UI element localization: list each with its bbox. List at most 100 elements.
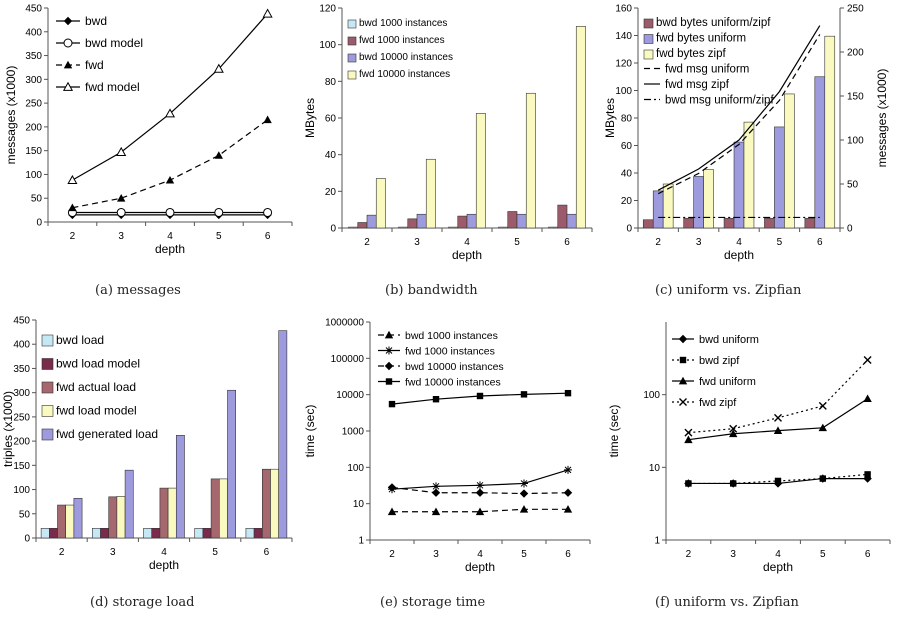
y2-tick-label: 150 xyxy=(847,92,864,103)
bar-fwd-actual-load xyxy=(210,478,220,539)
chart-panel-d: 0 50 100 150 200 250 300 350 400 450 2 3 4 5 6 depth tri… xyxy=(0,312,300,620)
point-fwd-zipf xyxy=(863,356,872,364)
x-axis-label: depth xyxy=(763,560,793,574)
point-bwd-zipf xyxy=(685,480,692,487)
x-axis-label: depth xyxy=(452,248,482,262)
legend-swatch-fwd-generated-load xyxy=(41,428,54,441)
bar-bwd-bytes-uniform-zipf xyxy=(723,218,735,229)
bar-fwd-bytes-uniform xyxy=(693,176,704,229)
bar-bwd-10000-instances xyxy=(516,213,527,229)
chart-storage-load: 0 50 100 150 200 250 300 350 400 450 2 3 4 5 6 depth tri… xyxy=(1,316,293,572)
point-bwd-model xyxy=(116,207,126,217)
point-fwd-uniform xyxy=(818,423,827,432)
x-tick-label: 6 xyxy=(817,237,823,248)
bar-fwd-load-model xyxy=(270,468,279,539)
legend-label-bwd-10000-instances: bwd 10000 instances xyxy=(359,52,453,63)
legend-label-fwd-10000-instances: fwd 10000 instances xyxy=(359,69,450,80)
bar-fwd-1000-instances xyxy=(457,215,468,229)
y-tick-label: 200 xyxy=(25,122,42,133)
bar-fwd-1000-instances xyxy=(407,218,418,229)
legend-marker-fwd-10000-instances xyxy=(385,378,393,385)
legend-label-fwd-msg-zipf: fwd msg zipf xyxy=(665,79,730,91)
point-bwd-model xyxy=(214,207,224,217)
y-tick-label: 100 xyxy=(13,485,30,496)
chart-panel-f: 1 10 100 2 3 4 5 6 depth time (sec) bwd uniform bwd… xyxy=(600,312,898,620)
point-fwd xyxy=(117,194,126,202)
bar-bwd-bytes-uniform-zipf xyxy=(764,218,775,229)
y-tick-label: 10 xyxy=(649,463,661,474)
legend-label-fwd-uniform: fwd uniform xyxy=(699,376,756,388)
y-tick-label: 250 xyxy=(25,99,42,110)
point-fwd-10000-instances xyxy=(432,396,440,403)
legend-marker-fwd-1000-instances xyxy=(385,346,393,355)
bar-bwd-bytes-uniform-zipf xyxy=(683,218,694,229)
y-tick-label: 100 xyxy=(615,86,632,97)
legend-swatch-fwd-actual-load xyxy=(41,381,54,394)
point-bwd-zipf xyxy=(864,471,871,478)
point-bwd-1000-instances xyxy=(563,505,573,513)
y-tick-label: 200 xyxy=(13,437,30,448)
point-bwd-1000-instances xyxy=(387,507,397,516)
legend-swatch-fwd-bytes-uniform xyxy=(643,34,654,44)
bar-bwd-load-model xyxy=(202,528,212,539)
bar-fwd-actual-load xyxy=(262,468,271,539)
legend-marker-bwd-1000-instances xyxy=(384,330,394,339)
point-fwd xyxy=(165,175,175,184)
y-axis-label: triples (x1000) xyxy=(1,391,15,467)
y2-tick-label: 250 xyxy=(847,4,864,15)
x-tick-label: 5 xyxy=(521,549,527,560)
y-axis-label: time (sec) xyxy=(607,405,621,458)
x-tick-label: 5 xyxy=(820,549,826,560)
bar-fwd-generated-load xyxy=(227,389,236,539)
point-bwd-10000-instances xyxy=(475,488,485,497)
bar-bwd-1000-instances xyxy=(448,226,459,229)
legend-label-bwd-bytes-uniform-zipf: bwd bytes uniform/zipf xyxy=(656,17,771,29)
bar-fwd-10000-instances xyxy=(375,178,386,229)
legend-swatch-bwd-1000-instances xyxy=(347,19,357,29)
y-tick-label: 350 xyxy=(13,364,30,375)
x-tick-label: 6 xyxy=(265,231,271,242)
legend-label-fwd-1000-instances: fwd 1000 instances xyxy=(359,35,445,46)
legend-label-bwd-10000-instances: bwd 10000 instances xyxy=(405,361,504,373)
y-tick-label: 40 xyxy=(621,169,633,180)
legend-label-fwd-bytes-zipf: fwd bytes zipf xyxy=(656,48,726,60)
point-fwd xyxy=(68,203,77,212)
legend-swatch-fwd-load-model xyxy=(41,405,54,417)
legend-label-fwd-actual-load: fwd actual load xyxy=(56,380,136,394)
legend-swatch-bwd-bytes-uniform-zipf xyxy=(643,18,654,29)
bar-bwd-load xyxy=(194,528,204,539)
legend-label-bwd-msg-uniform-zipf: bwd msg uniform/zipf xyxy=(665,95,774,107)
legend-marker-fwd-uniform xyxy=(678,376,688,385)
series-line-fwd-msg-zipf xyxy=(657,25,821,191)
y-tick-label: 450 xyxy=(25,4,42,15)
legend-marker-fwd xyxy=(63,60,73,69)
bar-bwd-1000-instances xyxy=(398,226,409,229)
legend-label-bwd: bwd xyxy=(85,14,107,28)
y-tick-label: 100 xyxy=(25,170,42,181)
bar-bwd-load xyxy=(92,528,101,539)
bar-fwd-generated-load xyxy=(124,469,134,539)
legend-marker-fwd-zipf xyxy=(679,398,687,406)
y2-tick-label: 50 xyxy=(847,180,859,191)
bar-bwd-1000-instances xyxy=(348,226,359,229)
chart-storage-time: 1 10 100 1000 10000 100000 1000000 2 3 4 5 6 depth ti… xyxy=(303,318,591,574)
bar-bwd-load-model xyxy=(151,528,161,539)
chart-uniform-vs-zipfian-bytes: 0 20 40 60 80 100 120 140 160 2 3 4 5 6 depth MBytes 0 50… xyxy=(603,4,889,263)
bar-fwd-bytes-uniform xyxy=(733,141,745,229)
bar-fwd-generated-load xyxy=(73,497,83,539)
legend-label-bwd-uniform: bwd uniform xyxy=(699,334,759,346)
bar-bwd-load-model xyxy=(100,528,110,539)
bar-fwd-1000-instances xyxy=(507,211,518,229)
legend-label-fwd-load-model: fwd load model xyxy=(56,404,137,418)
x-axis-label: depth xyxy=(149,558,179,572)
legend-swatch-fwd-1000-instances xyxy=(347,36,357,46)
y2-axis-label: messages (x1000) xyxy=(875,69,889,168)
x-axis-label: depth xyxy=(465,560,495,574)
y-tick-label: 100000 xyxy=(331,354,365,365)
x-axis-label: depth xyxy=(724,248,754,262)
x-tick-label: 2 xyxy=(364,237,370,248)
y2-tick-label: 100 xyxy=(847,136,864,147)
y-tick-label: 20 xyxy=(325,187,337,198)
bar-fwd-generated-load xyxy=(278,330,288,539)
legend-label-fwd-1000-instances: fwd 1000 instances xyxy=(405,346,495,358)
